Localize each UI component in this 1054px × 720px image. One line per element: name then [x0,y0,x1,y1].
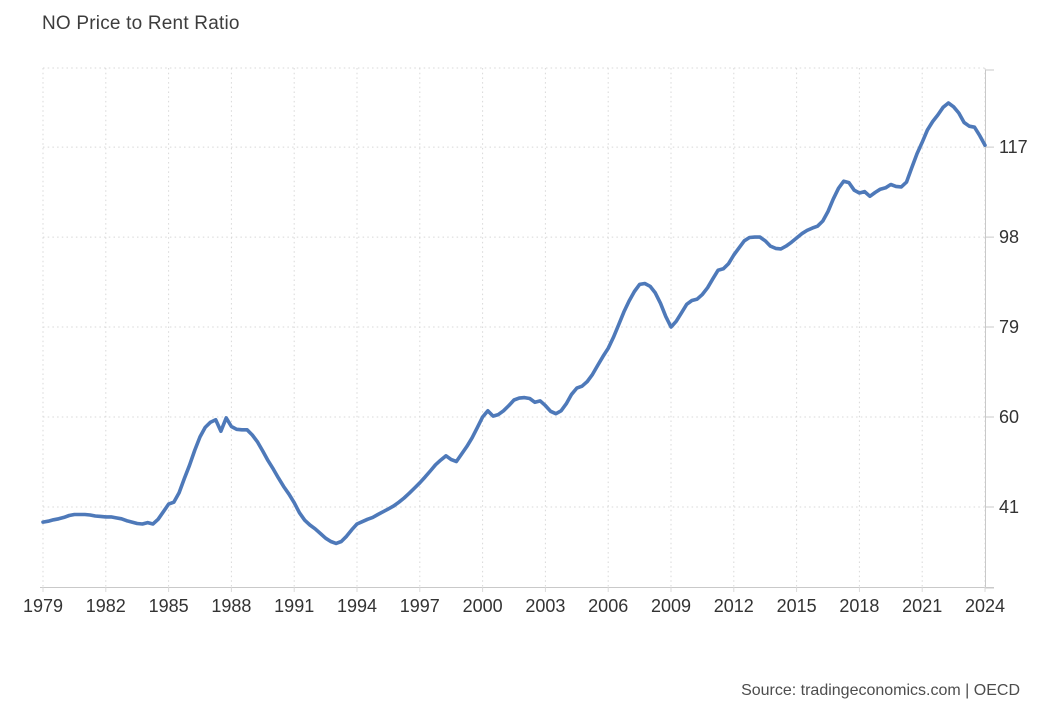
x-tick-label: 1991 [274,596,314,616]
chart-title: NO Price to Rent Ratio [42,13,240,34]
x-tick-label: 2024 [965,596,1005,616]
x-tick-label: 1979 [23,596,63,616]
x-tick-label: 2015 [777,596,817,616]
x-axis-labels: 1979 1982 1985 1988 1991 1994 1997 2000 2003 2006… [23,596,1005,616]
x-tick-label: 1982 [86,596,126,616]
x-tick-label: 2021 [902,596,942,616]
x-tick-label: 2018 [839,596,879,616]
x-tick-label: 1985 [149,596,189,616]
x-tick-label: 1994 [337,596,377,616]
y-tick-label: 41 [999,497,1019,517]
x-tick-label: 1997 [400,596,440,616]
x-tick-label: 1988 [211,596,251,616]
x-tick-label: 2000 [463,596,503,616]
x-tick-label: 2006 [588,596,628,616]
y-tick-label: 60 [999,407,1019,427]
y-tick-label: 98 [999,227,1019,247]
x-tick-label: 2012 [714,596,754,616]
y-axis-labels: 117 98 79 60 41 [999,137,1028,517]
y-tick-label: 79 [999,317,1019,337]
source-attribution: Source: tradingeconomics.com | OECD [741,682,1020,699]
y-tick-label: 117 [999,137,1028,157]
grid-lines [42,67,986,587]
axis-lines [40,69,994,592]
plot-area[interactable] [43,68,985,587]
series-line [41,101,987,546]
x-tick-label: 2003 [525,596,565,616]
x-tick-label: 2009 [651,596,691,616]
